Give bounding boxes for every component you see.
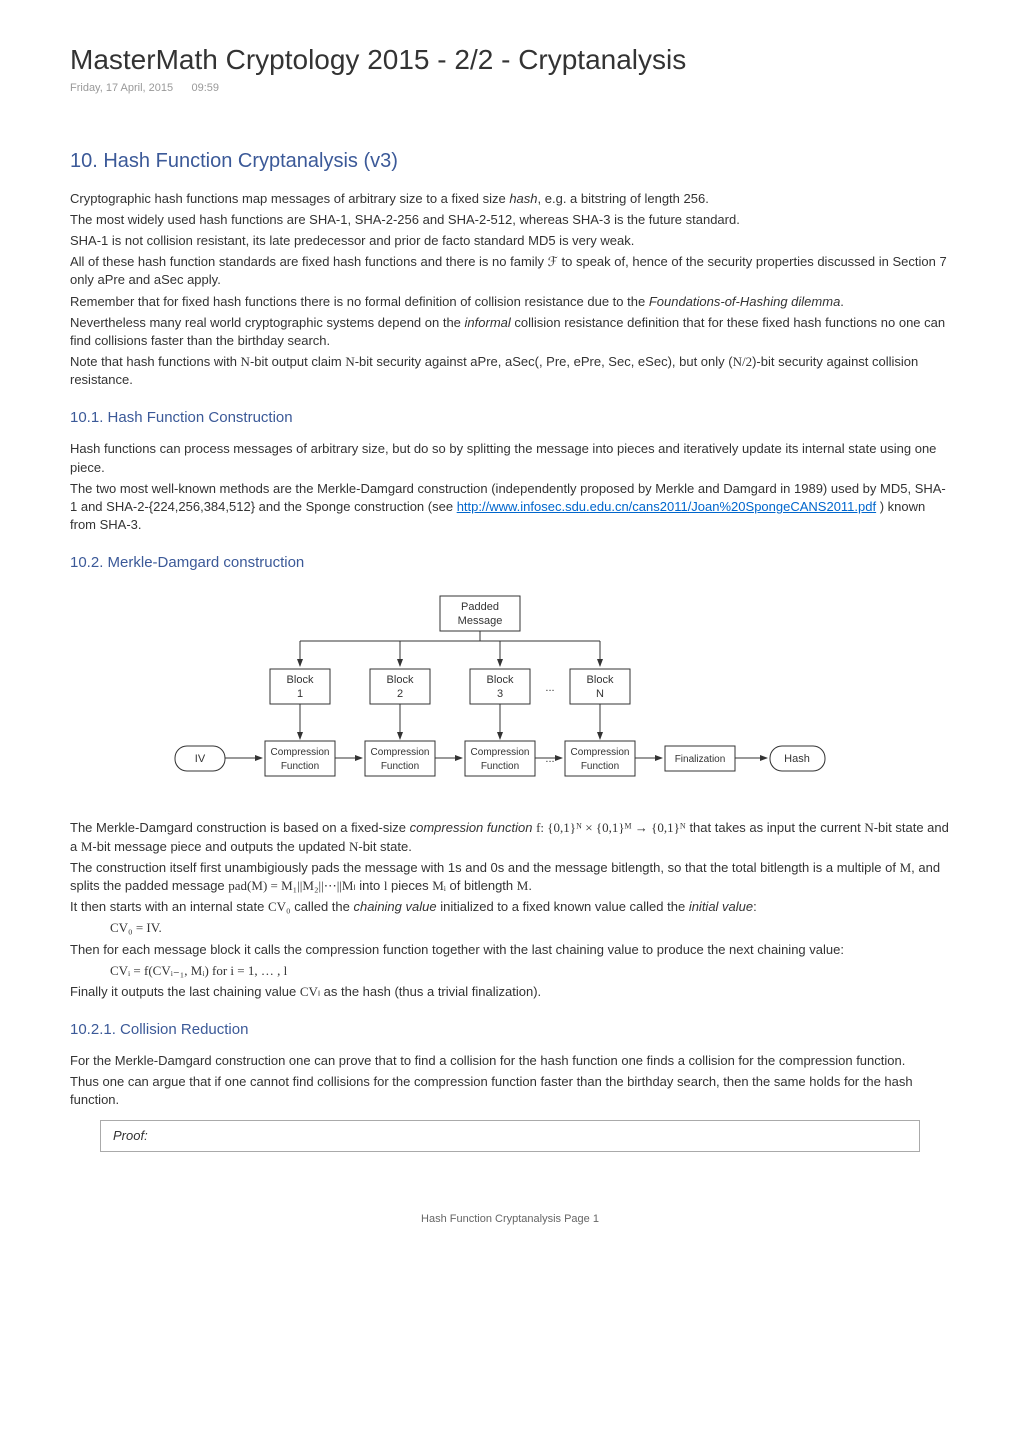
sub3-p2: Thus one can argue that if one cannot fi… <box>70 1073 950 1109</box>
time: 09:59 <box>191 82 219 94</box>
date-time: Friday, 17 April, 2015 09:59 <box>70 81 950 96</box>
math-m: M <box>900 860 912 875</box>
text: as the hash (thus a trivial finalization… <box>320 984 541 999</box>
svg-text:Function: Function <box>581 761 619 772</box>
text: . <box>528 878 532 893</box>
intro-p7: Note that hash functions with N-bit outp… <box>70 353 950 389</box>
sub3-p1: For the Merkle-Damgard construction one … <box>70 1052 950 1070</box>
text: -bit output claim <box>250 354 345 369</box>
date: Friday, 17 April, 2015 <box>70 82 173 94</box>
math-n1: N <box>241 354 250 369</box>
math-n2: N <box>345 354 354 369</box>
svg-text:...: ... <box>545 753 554 765</box>
math-m2: M <box>517 878 529 893</box>
sub2-p2: The construction itself first unambigiou… <box>70 859 950 895</box>
text: Remember that for fixed hash functions t… <box>70 294 649 309</box>
text: The Merkle-Damgard construction is based… <box>70 820 410 835</box>
sponge-link[interactable]: http://www.infosec.sdu.edu.cn/cans2011/J… <box>457 499 876 514</box>
merkle-damgard-diagram: Padded Message Block 1 Block 2 Block 3 B… <box>170 591 850 801</box>
intro-p2: The most widely used hash functions are … <box>70 211 950 229</box>
eq-cv0: CV₀ = IV. <box>110 919 950 937</box>
svg-text:Compression: Compression <box>571 747 630 758</box>
intro-p3: SHA-1 is not collision resistant, its la… <box>70 232 950 250</box>
em-chaining: chaining value <box>353 899 436 914</box>
text: , e.g. a bitstring of length 256. <box>538 191 709 206</box>
text: initialized to a fixed known value calle… <box>437 899 689 914</box>
svg-text:N: N <box>596 688 604 700</box>
text: -bit message piece and outputs the updat… <box>92 839 349 854</box>
svg-text:Function: Function <box>381 761 419 772</box>
section-10-title: 10. Hash Function Cryptanalysis (v3) <box>70 147 950 175</box>
svg-text:Block: Block <box>387 674 414 686</box>
sub2-p4: Then for each message block it calls the… <box>70 941 950 959</box>
text: -bit security against aPre, aSec(, Pre, … <box>355 354 733 369</box>
section-10-2-title: 10.2. Merkle-Damgard construction <box>70 552 950 573</box>
text: Cryptographic hash functions map message… <box>70 191 509 206</box>
em-informal: informal <box>465 315 511 330</box>
text: that takes as input the current <box>686 820 865 835</box>
svg-text:Padded: Padded <box>461 601 499 613</box>
text: The construction itself first unambigiou… <box>70 860 900 875</box>
page-footer: Hash Function Cryptanalysis Page 1 <box>70 1212 950 1227</box>
text: -bit state. <box>358 839 411 854</box>
math-n3: N/2 <box>733 354 753 369</box>
section-10-2-1-title: 10.2.1. Collision Reduction <box>70 1019 950 1040</box>
text: It then starts with an internal state <box>70 899 268 914</box>
em-dilemma: Foundations-of-Hashing dilemma <box>649 294 840 309</box>
em-compression: compression function <box>410 820 533 835</box>
math-cv0: CV₀ <box>268 899 291 914</box>
proof-label: Proof: <box>113 1128 148 1143</box>
text: called the <box>291 899 354 914</box>
svg-text:Function: Function <box>281 761 319 772</box>
math-sn1: N <box>864 820 873 835</box>
svg-text:Message: Message <box>458 615 503 627</box>
em-initial: initial value <box>689 899 753 914</box>
page-title: MasterMath Cryptology 2015 - 2/2 - Crypt… <box>70 40 950 79</box>
text: Finally it outputs the last chaining val… <box>70 984 300 999</box>
math-sn2: N <box>349 839 358 854</box>
sub2-p5: Finally it outputs the last chaining val… <box>70 983 950 1001</box>
text: Nevertheless many real world cryptograph… <box>70 315 465 330</box>
svg-text:Compression: Compression <box>471 747 530 758</box>
svg-text:1: 1 <box>297 688 303 700</box>
section-10-1-title: 10.1. Hash Function Construction <box>70 407 950 428</box>
em-hash: hash <box>509 191 537 206</box>
svg-text:Block: Block <box>287 674 314 686</box>
intro-p5: Remember that for fixed hash functions t… <box>70 293 950 311</box>
svg-text:Block: Block <box>487 674 514 686</box>
math-mi: Mᵢ <box>432 878 446 893</box>
svg-text:2: 2 <box>397 688 403 700</box>
text: pieces <box>387 878 432 893</box>
svg-text:Compression: Compression <box>271 747 330 758</box>
svg-text:Finalization: Finalization <box>675 754 726 765</box>
sub2-p1: The Merkle-Damgard construction is based… <box>70 819 950 855</box>
text: . <box>840 294 844 309</box>
text: : <box>753 899 757 914</box>
svg-text:Hash: Hash <box>784 753 810 765</box>
text: into <box>356 878 384 893</box>
math-cvl: CVₗ <box>300 984 320 999</box>
svg-text:Compression: Compression <box>371 747 430 758</box>
intro-p6: Nevertheless many real world cryptograph… <box>70 314 950 350</box>
intro-p1: Cryptographic hash functions map message… <box>70 190 950 208</box>
svg-text:...: ... <box>545 682 554 694</box>
svg-text:Block: Block <box>587 674 614 686</box>
text: of bitlength <box>446 878 517 893</box>
sub1-p1: Hash functions can process messages of a… <box>70 440 950 476</box>
sub1-p2: The two most well-known methods are the … <box>70 480 950 535</box>
proof-box: Proof: <box>100 1120 920 1152</box>
intro-p4: All of these hash function standards are… <box>70 253 950 289</box>
math-f: f: {0,1}ᴺ × {0,1}ᴹ → {0,1}ᴺ <box>536 820 686 835</box>
math-family: ℱ <box>548 254 558 269</box>
text: Note that hash functions with <box>70 354 241 369</box>
svg-text:IV: IV <box>195 753 206 765</box>
svg-text:3: 3 <box>497 688 503 700</box>
math-sm1: M <box>81 839 93 854</box>
eq-cvi: CVᵢ = f(CVᵢ₋₁, Mᵢ) for i = 1, … , l <box>110 962 950 980</box>
sub2-p3: It then starts with an internal state CV… <box>70 898 950 916</box>
math-pad: pad(M) = M₁||M₂||⋯||Mₗ <box>228 878 355 893</box>
svg-text:Function: Function <box>481 761 519 772</box>
text: All of these hash function standards are… <box>70 254 548 269</box>
